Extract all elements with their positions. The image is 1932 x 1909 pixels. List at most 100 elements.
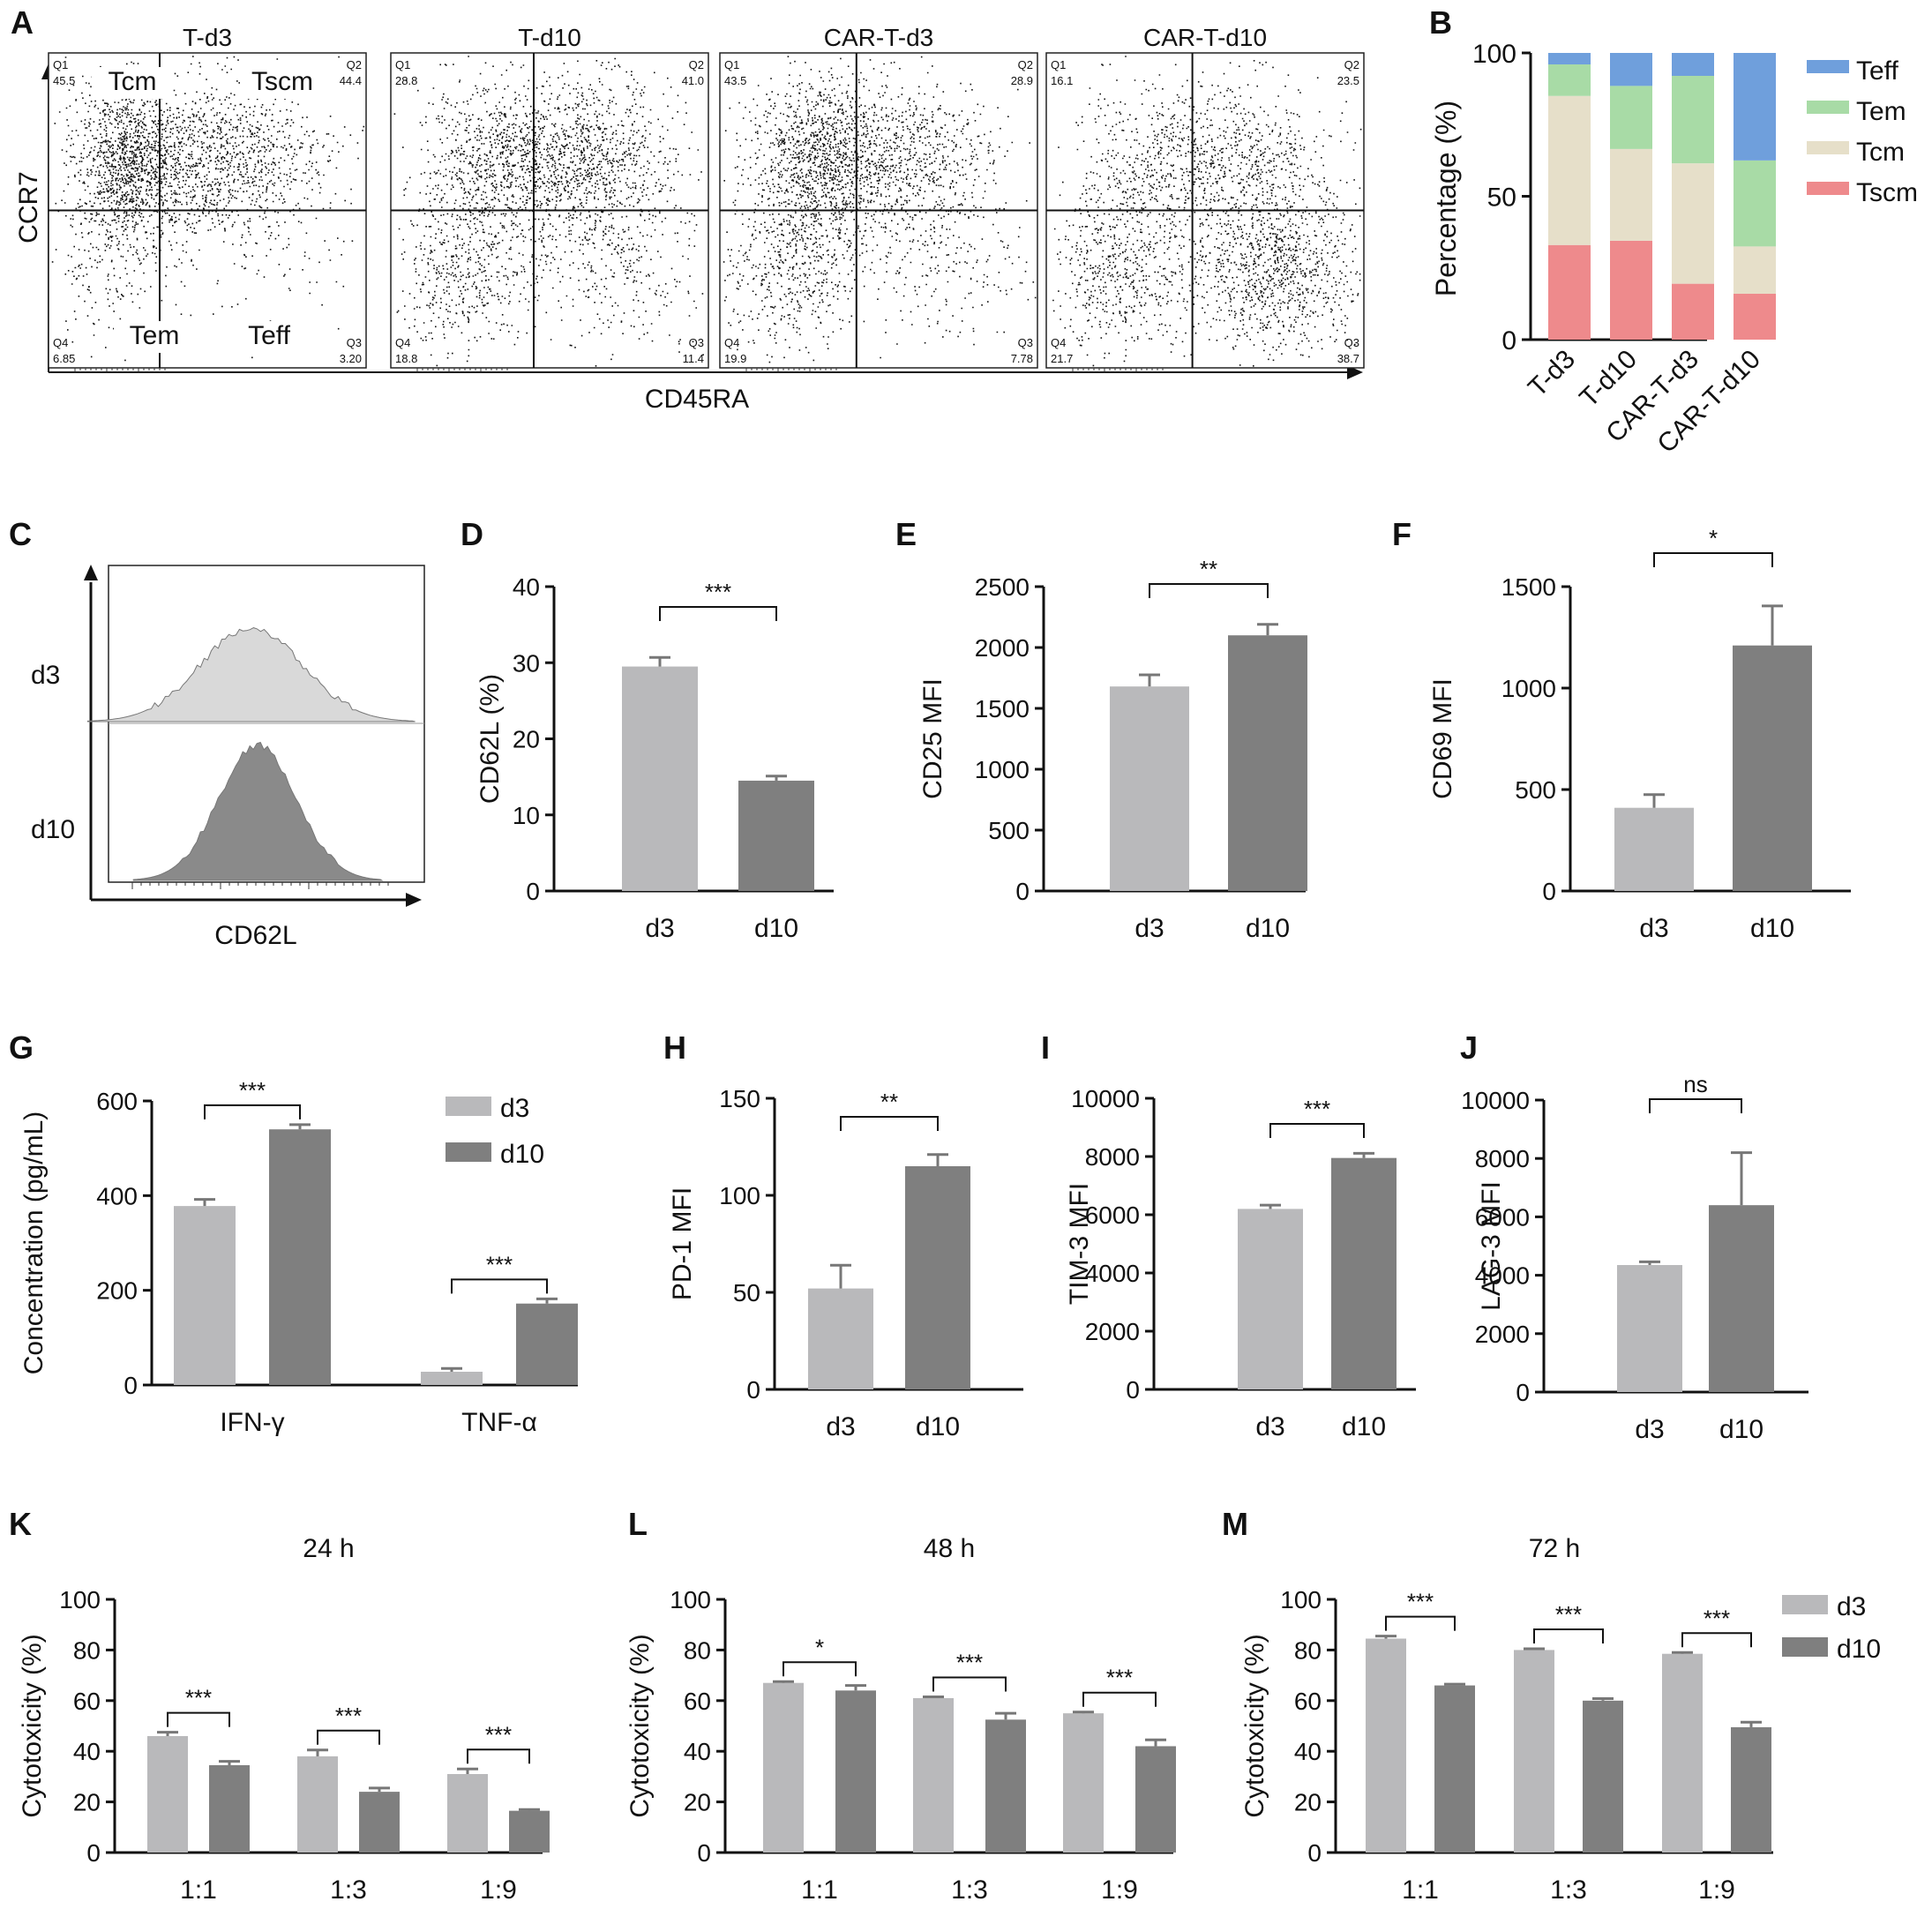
significance-bracket — [1649, 1098, 1742, 1113]
y-tick-label: 60 — [1294, 1688, 1322, 1715]
bar-d10-1:9 — [509, 1810, 550, 1853]
y-tick-label: 500 — [988, 817, 1030, 844]
x-tick-label: TNF-α — [461, 1408, 537, 1437]
stacked-bar-teff — [1548, 53, 1591, 64]
panel-j-bar-chart: J LAG-3 MFI 0 2000 4000 6000 8000 10000 d3 d10 ns — [1460, 1029, 1808, 1444]
flow-panels: T-d3 Q1 45.5 Q2 44.4 Q3 3.20 Q4 6.85 Tcm Tscm Tem Te… — [41, 24, 1365, 379]
flow-plot-title: CAR-T-d3 — [824, 24, 933, 51]
stacked-bar-tem — [1548, 64, 1591, 96]
quadrant-q1-value: 43.5 — [724, 74, 746, 87]
y-tick-label: 600 — [96, 1088, 138, 1115]
significance-bracket — [167, 1711, 230, 1727]
subset-label-bg — [228, 321, 310, 353]
y-tick-label: 100 — [670, 1586, 711, 1613]
legend-swatch-tem — [1807, 101, 1849, 114]
y-axis-label: TIM-3 MFI — [1065, 1183, 1094, 1305]
panel-i-letter: I — [1041, 1029, 1050, 1066]
panel-l-letter: L — [628, 1506, 648, 1542]
y-tick-label: 40 — [513, 573, 540, 601]
panel-a-x-arrow — [1347, 365, 1363, 379]
panel-b-y-tick-label: 0 — [1501, 326, 1516, 356]
y-tick-label: 40 — [73, 1738, 101, 1765]
legend-label-d3: d3 — [1837, 1592, 1866, 1621]
quadrant-q3-value: 38.7 — [1337, 352, 1359, 365]
quadrant-q4-value: 21.7 — [1051, 352, 1073, 365]
x-tick-label: d10 — [1246, 914, 1290, 943]
significance-label: *** — [1407, 1589, 1434, 1615]
x-tick-label: 1:9 — [1698, 1875, 1735, 1905]
x-tick-label: 1:3 — [951, 1875, 988, 1905]
stacked-bar-teff — [1672, 53, 1714, 76]
significance-bracket — [1269, 1123, 1365, 1138]
legend-label-d3: d3 — [500, 1094, 529, 1123]
significance-label: *** — [185, 1685, 212, 1711]
bar-d3-1:9 — [1662, 1653, 1703, 1853]
significance-bracket — [1533, 1628, 1604, 1643]
bar-d10 — [738, 780, 814, 891]
bar-d3-1:9 — [1063, 1713, 1104, 1853]
quadrant-q4-tag: Q4 — [724, 336, 739, 349]
y-tick-label: 30 — [513, 649, 540, 677]
legend-swatch-d10 — [446, 1142, 491, 1162]
quadrant-q2-value: 41.0 — [682, 74, 704, 87]
bar-d10-1:3 — [985, 1719, 1026, 1853]
y-tick-label: 6000 — [1085, 1202, 1140, 1229]
bar-d10-1:9 — [1731, 1726, 1771, 1853]
x-tick-label: d10 — [916, 1412, 960, 1441]
quadrant-q2-tag: Q2 — [347, 58, 362, 71]
y-tick-label: 8000 — [1085, 1143, 1140, 1171]
panel-a-ylabel: CCR7 — [14, 171, 43, 243]
significance-label: ** — [880, 1089, 898, 1115]
x-tick-label: 1:3 — [1550, 1875, 1587, 1905]
x-tick-label: 1:9 — [480, 1875, 517, 1905]
y-axis-label: Cytotoxicity (%) — [1240, 1634, 1269, 1817]
y-tick-label: 2500 — [975, 573, 1030, 601]
y-tick-label: 400 — [96, 1182, 138, 1209]
y-tick-label: 200 — [96, 1277, 138, 1305]
significance-label: * — [1709, 525, 1718, 551]
significance-bracket — [204, 1104, 301, 1119]
stacked-bar-tcm — [1548, 95, 1591, 245]
panel-h-letter: H — [663, 1029, 686, 1066]
legend-label-tem: Tem — [1856, 97, 1906, 126]
panel-b-y-tick-label: 50 — [1487, 183, 1516, 213]
histogram-d3 — [86, 627, 416, 722]
y-tick-label: 2000 — [1475, 1321, 1530, 1348]
y-tick-label: 4000 — [1475, 1262, 1530, 1290]
stacked-bar-tscm — [1734, 294, 1776, 340]
panel-k-bar-chart: K Cytotoxicity (%) 0 20 40 60 80 100 24 h 1:1 *** 1… — [9, 1506, 550, 1905]
y-tick-label: 2000 — [975, 634, 1030, 662]
stacked-bar-tcm — [1672, 163, 1714, 284]
legend-label-d10: d10 — [1837, 1635, 1881, 1664]
stacked-bar-tscm — [1548, 244, 1591, 340]
stacked-bar-teff — [1610, 53, 1652, 86]
x-tick-label: d10 — [1342, 1412, 1386, 1441]
significance-bracket — [840, 1116, 939, 1131]
bar-d10-1:1 — [835, 1690, 876, 1853]
flow-plot-1: T-d3 Q1 45.5 Q2 44.4 Q3 3.20 Q4 6.85 Tcm Tscm Tem Te… — [48, 24, 367, 373]
y-tick-label: 2000 — [1085, 1318, 1140, 1345]
histogram-label-d3: d3 — [31, 661, 60, 690]
panel-b-y-tick-label: 100 — [1472, 40, 1516, 69]
y-axis-label: CD62L (%) — [476, 674, 505, 804]
y-tick-label: 100 — [719, 1182, 760, 1209]
y-tick-label: 150 — [719, 1085, 760, 1112]
panel-m-letter: M — [1222, 1506, 1248, 1542]
y-tick-label: 60 — [684, 1688, 711, 1715]
bar-d10-1:1 — [1434, 1685, 1475, 1853]
y-tick-label: 0 — [746, 1376, 760, 1404]
bar-d10-IFN-γ — [269, 1129, 331, 1385]
significance-bracket — [1082, 1691, 1157, 1707]
flow-plot-title: CAR-T-d10 — [1143, 24, 1267, 51]
bar-d10 — [1228, 635, 1307, 891]
y-tick-label: 50 — [733, 1279, 760, 1306]
quadrant-q1-value: 28.8 — [395, 74, 417, 87]
quadrant-q4-tag: Q4 — [53, 336, 68, 349]
y-tick-label: 10000 — [1461, 1087, 1530, 1114]
panel-m-bar-chart: M Cytotoxicity (%) 0 20 40 60 80 100 72 h 1:1 *** 1… — [1222, 1506, 1881, 1905]
quadrant-q1-tag: Q1 — [1051, 58, 1066, 71]
bar-d3 — [808, 1288, 873, 1389]
